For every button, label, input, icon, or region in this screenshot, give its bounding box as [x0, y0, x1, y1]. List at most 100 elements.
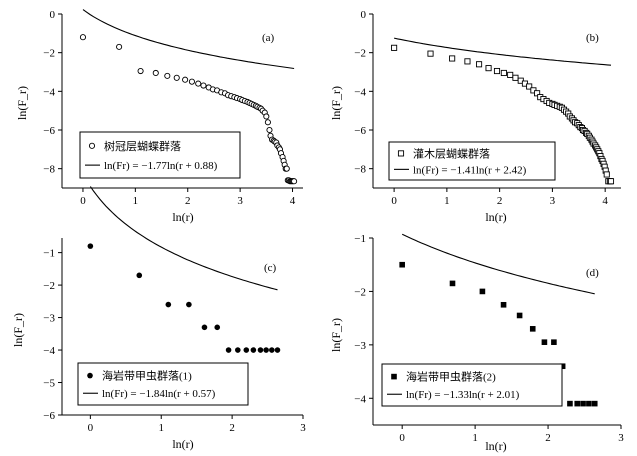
y-axis-label: ln(F_r) — [329, 318, 343, 352]
data-point — [607, 178, 615, 185]
y-tick-label: −8 — [354, 164, 366, 176]
data-point — [214, 324, 221, 331]
data-point — [512, 74, 519, 81]
legend-marker-label: 灌木层蝴蝶群落 — [413, 146, 490, 160]
data-point — [399, 261, 405, 268]
legend-marker — [391, 373, 397, 380]
legend-marker-label: 海岩带甲虫群落(1) — [102, 369, 192, 383]
data-points — [87, 243, 281, 353]
panel-label: (c) — [264, 262, 277, 274]
data-point — [188, 78, 195, 85]
data-point — [567, 400, 573, 407]
x-tick-label: 1 — [472, 432, 478, 444]
x-tick-label: 4 — [290, 195, 296, 207]
y-tick-label: 0 — [50, 9, 56, 21]
data-point — [264, 119, 271, 126]
legend-marker — [397, 150, 405, 157]
data-point — [79, 34, 87, 41]
data-point — [391, 44, 398, 51]
fit-line — [82, 9, 295, 70]
y-tick-label: −2 — [43, 280, 55, 292]
y-tick-label: −1 — [354, 233, 366, 245]
data-point — [464, 58, 471, 65]
x-axis-label: ln(r) — [485, 439, 506, 453]
legend: 树冠层蝴蝶群落 ln(Fr) = −1.77ln(r + 0.88) — [79, 131, 241, 179]
panel-c: 0 1 2 3 −1 −2 −3 −4 −5 −6 ln(r) ln(F_r) (c) 海岩带甲虫群落(1… — [11, 186, 306, 451]
x-tick-label: 0 — [80, 195, 86, 207]
data-point — [507, 71, 514, 78]
y-tick-label: −2 — [43, 48, 55, 60]
data-point — [137, 67, 144, 75]
data-point — [274, 347, 281, 353]
data-point — [500, 301, 507, 308]
data-point — [173, 74, 180, 81]
data-point — [225, 347, 232, 353]
data-point — [266, 126, 273, 134]
legend-line-label: ln(Fr) = −1.33ln(r + 2.01) — [406, 389, 520, 401]
x-tick-label: 2 — [185, 195, 191, 207]
data-point — [529, 326, 536, 332]
legend-marker-label: 树冠层蝴蝶群落 — [104, 139, 181, 153]
data-point — [257, 347, 264, 353]
legend: 海岩带甲虫群落(2) ln(Fr) = −1.33ln(r + 2.01) — [381, 363, 563, 407]
data-point — [449, 280, 456, 287]
x-axis-label: ln(r) — [172, 210, 193, 224]
legend-marker — [87, 372, 93, 379]
data-point — [87, 243, 94, 249]
y-tick-label: −4 — [354, 86, 366, 98]
panel-b: 0 1 2 3 4 0 −2 −4 −6 −8 ln(r) ln(F_r) (b) 灌木层蝴蝶群落 ln(F… — [329, 9, 621, 224]
data-points — [399, 261, 598, 407]
data-point — [541, 339, 548, 345]
y-tick-label: −4 — [354, 393, 366, 405]
panel-label: (b) — [586, 32, 599, 44]
y-tick-label: −4 — [43, 86, 55, 98]
panel-label: (d) — [586, 267, 599, 279]
x-tick-label: 1 — [444, 195, 450, 207]
y-axis-label: ln(F_r) — [329, 86, 343, 120]
data-point — [234, 347, 241, 353]
fit-line — [89, 186, 278, 291]
data-point — [250, 347, 257, 353]
data-point — [580, 400, 586, 407]
fit-line — [401, 233, 595, 295]
y-tick-label: 0 — [361, 9, 367, 21]
x-axis-label: ln(r) — [172, 437, 193, 451]
fit-line — [393, 37, 612, 66]
y-tick-label: −6 — [43, 410, 55, 422]
x-tick-label: 1 — [158, 422, 164, 434]
data-point — [427, 50, 434, 57]
panel-a: 0 1 2 3 4 0 −2 −4 −6 −8 ln(r) ln(F_r) (a) 树冠层蝴蝶群落 ln(F… — [15, 9, 303, 224]
data-point — [493, 67, 501, 75]
data-point — [526, 83, 533, 90]
y-tick-label: −3 — [43, 313, 55, 325]
data-points — [391, 44, 615, 185]
data-point — [165, 301, 172, 308]
legend-line-label: ln(Fr) = −1.41ln(r + 2.42) — [413, 164, 527, 176]
x-tick-label: 2 — [497, 195, 503, 207]
data-point — [186, 301, 192, 308]
y-tick-label: −6 — [43, 125, 55, 137]
x-tick-label: 3 — [300, 422, 306, 434]
data-point — [269, 347, 275, 353]
x-tick-label: 4 — [602, 195, 608, 207]
x-tick-label: 0 — [391, 195, 397, 207]
data-point — [479, 288, 486, 295]
data-point — [116, 43, 123, 50]
legend-marker — [88, 142, 96, 149]
legend-box — [77, 362, 249, 406]
legend: 灌木层蝴蝶群落 ln(Fr) = −1.41ln(r + 2.42) — [388, 141, 556, 181]
data-point — [195, 80, 202, 87]
legend-marker-label: 海岩带甲虫群落(2) — [406, 370, 496, 384]
data-point — [534, 90, 541, 97]
panel-label: (a) — [262, 32, 275, 44]
y-tick-label: −3 — [354, 340, 366, 352]
legend-box — [79, 131, 241, 179]
data-point — [591, 400, 598, 407]
x-axis-label: ln(r) — [485, 210, 506, 224]
data-point — [603, 171, 610, 178]
y-tick-label: −1 — [43, 248, 55, 260]
data-point — [152, 69, 159, 77]
data-point — [263, 347, 269, 353]
data-point — [449, 55, 456, 62]
y-tick-label: −2 — [354, 48, 366, 60]
